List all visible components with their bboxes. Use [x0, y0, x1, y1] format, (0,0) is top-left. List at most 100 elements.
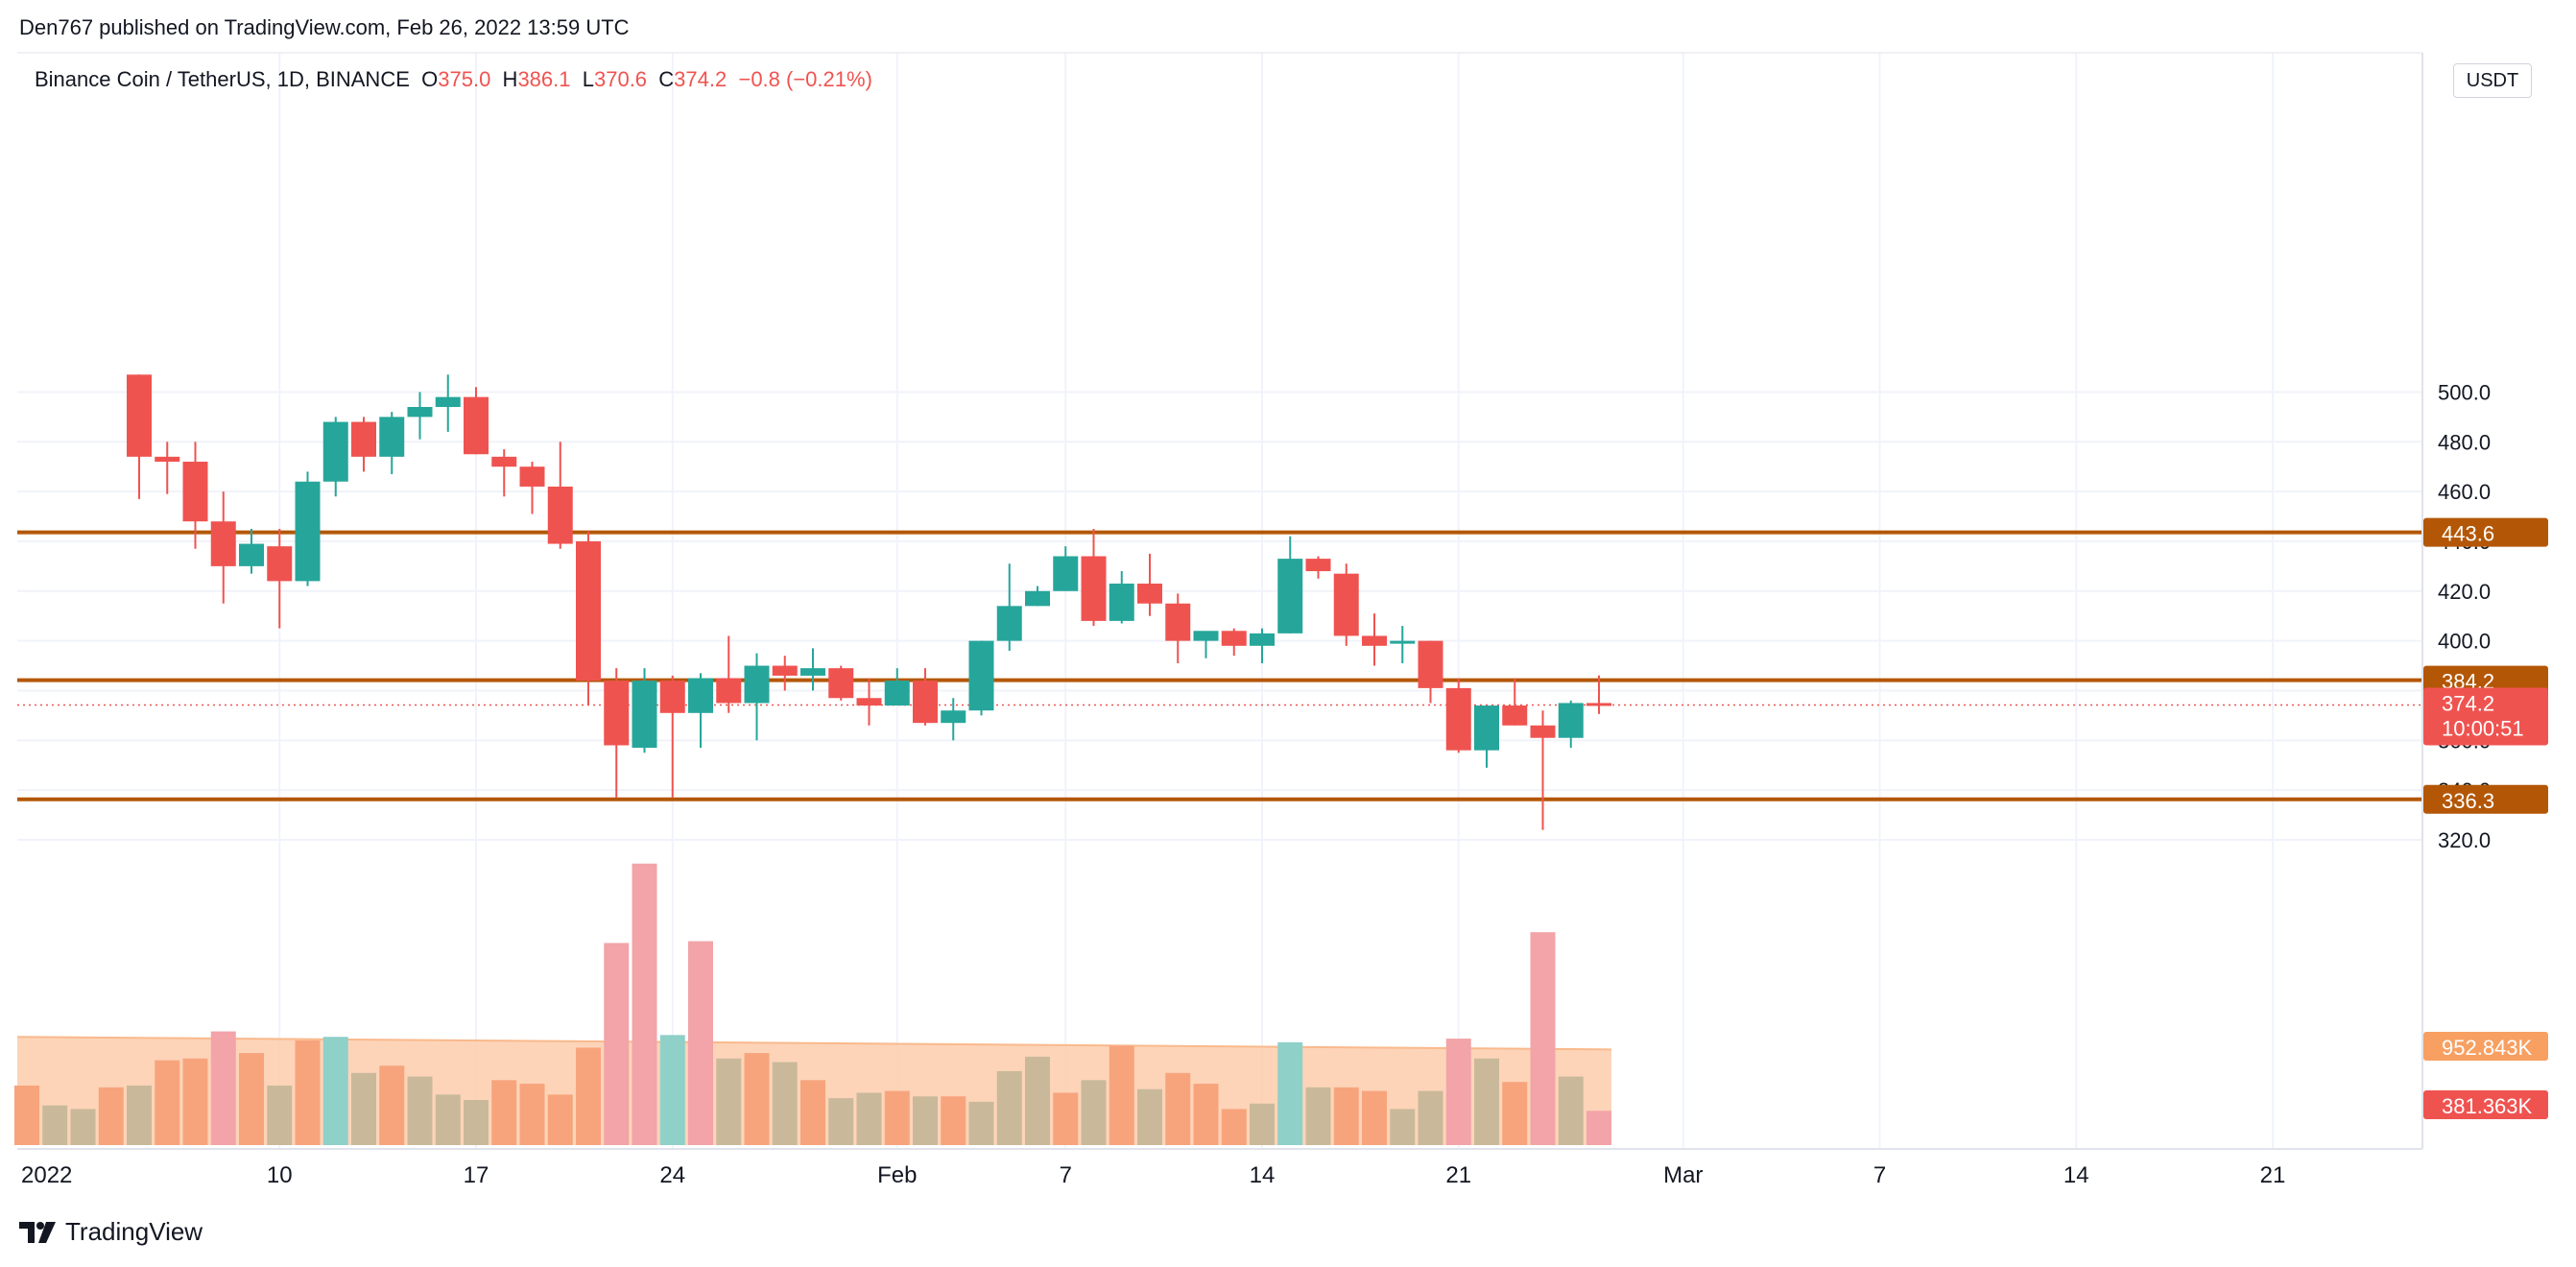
hline-label-box — [2423, 784, 2548, 814]
candle-body — [604, 681, 630, 746]
volume-bar — [407, 1076, 433, 1145]
volume-bar — [70, 1109, 96, 1145]
volume-bar — [1137, 1088, 1162, 1145]
symbol-legend: Binance Coin / TetherUS, 1D, BINANCE O 37… — [35, 67, 872, 92]
candle-body — [856, 698, 882, 706]
price-tick-label: 460.0 — [2438, 480, 2491, 504]
volume-bars — [14, 863, 1611, 1145]
candle-body — [322, 421, 348, 482]
volume-bar — [856, 1092, 882, 1145]
horizontal-lines — [17, 530, 2422, 801]
price-tick-label: 400.0 — [2438, 630, 2491, 654]
candle-body — [688, 678, 713, 713]
candle-body — [1502, 705, 1528, 726]
volume-bar — [182, 1058, 208, 1145]
volume-ma-line — [16, 1036, 1612, 1051]
time-tick-label: 24 — [659, 1162, 685, 1188]
volume-bar — [98, 1087, 124, 1145]
volume-bar — [716, 1058, 742, 1145]
legend-change: −0.8 (−0.21%) — [738, 67, 872, 91]
volume-bar — [632, 863, 657, 1145]
volume-bar — [210, 1031, 236, 1145]
candle-body — [239, 543, 264, 566]
candle-body — [1081, 556, 1107, 621]
candle-body — [1390, 640, 1416, 644]
candle-body — [210, 521, 236, 566]
price-tick-label: 420.0 — [2438, 580, 2491, 604]
volume-bar — [1333, 1087, 1359, 1145]
volume-bar — [1502, 1082, 1528, 1145]
time-tick-label: Feb — [877, 1162, 917, 1188]
volume-bar — [267, 1085, 293, 1145]
candle-body — [407, 406, 433, 418]
volume-bar — [1193, 1084, 1219, 1145]
publisher-line: Den767 published on TradingView.com, Feb… — [19, 15, 630, 39]
legend-symbol: Binance Coin / TetherUS, 1D, BINANCE — [35, 67, 410, 91]
volume-ma-label-text: 952.843K — [2442, 1036, 2533, 1060]
volume-bar — [576, 1047, 601, 1145]
volume-bar — [42, 1105, 68, 1145]
volume-bar — [14, 1085, 39, 1145]
volume-bar — [519, 1084, 545, 1145]
candle-body — [968, 640, 994, 711]
volume-bar — [1165, 1072, 1191, 1145]
volume-bar — [1474, 1058, 1499, 1145]
candle-body — [1137, 584, 1162, 604]
candle-body — [295, 481, 321, 582]
tradingview-logo-icon — [19, 1221, 56, 1243]
candle-body — [1586, 703, 1611, 706]
volume-bar — [744, 1053, 770, 1145]
price-tick-label: 480.0 — [2438, 430, 2491, 454]
last-price-label-text: 10:00:51 — [2442, 717, 2524, 741]
candle-body — [659, 681, 685, 713]
candle-body — [913, 681, 938, 724]
volume-ma-label-box — [2423, 1032, 2548, 1061]
time-tick-label: 17 — [464, 1162, 489, 1188]
volume-bar — [996, 1070, 1022, 1145]
time-tick-label: 21 — [1445, 1162, 1471, 1188]
volume-bar — [1530, 932, 1556, 1145]
time-tick-label: 21 — [2260, 1162, 2286, 1188]
candle-body — [351, 421, 376, 457]
candle-body — [1053, 556, 1079, 591]
legend-high-label: H — [502, 67, 518, 91]
volume-bar — [155, 1060, 180, 1145]
volume-bar — [1558, 1076, 1584, 1145]
volume-bar — [1221, 1109, 1247, 1145]
candle-body — [1193, 631, 1219, 641]
price-tick-label: 500.0 — [2438, 380, 2491, 404]
candle-body — [379, 417, 405, 457]
hline-label-box — [2423, 517, 2548, 547]
candle-body — [127, 374, 152, 457]
volume-bar — [1081, 1080, 1107, 1145]
volume-bar — [604, 943, 630, 1145]
price-tick-label: 320.0 — [2438, 828, 2491, 852]
candle-body — [828, 668, 854, 699]
candle-body — [744, 665, 770, 704]
candle-body — [1362, 635, 1387, 646]
candle-body — [884, 681, 910, 706]
volume-bar — [1418, 1090, 1443, 1145]
time-tick-label: 7 — [1873, 1162, 1886, 1188]
volume-bar — [351, 1072, 376, 1145]
candle-body — [941, 710, 966, 724]
tradingview-brand[interactable]: TradingView — [19, 1217, 203, 1247]
volume-bar — [127, 1085, 152, 1145]
volume-bar — [688, 941, 713, 1145]
candle-body — [182, 462, 208, 522]
volume-bar — [239, 1053, 264, 1145]
legend-open-label: O — [421, 67, 439, 91]
volume-bar — [491, 1080, 517, 1145]
volume-bar — [884, 1090, 910, 1145]
last-price-label-box — [2423, 687, 2548, 746]
candle-body — [1025, 590, 1050, 607]
volume-bar — [295, 1040, 321, 1145]
legend-close-value: 374.2 — [674, 67, 727, 91]
last-price-label-text: 374.2 — [2442, 692, 2494, 716]
currency-button[interactable]: USDT — [2453, 63, 2532, 98]
candle-body — [772, 665, 798, 676]
time-tick-label: 14 — [2063, 1162, 2089, 1188]
candle-body — [632, 681, 657, 749]
time-tick-label: 14 — [1250, 1162, 1276, 1188]
